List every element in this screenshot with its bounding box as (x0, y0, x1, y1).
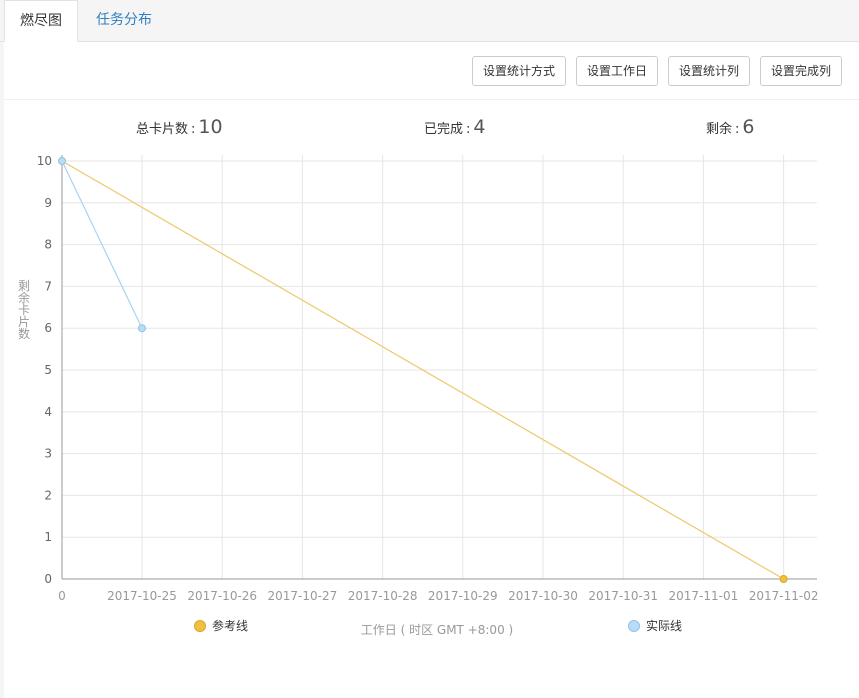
x-tick-label: 2017-10-29 (428, 589, 498, 603)
x-tick-label: 2017-10-28 (348, 589, 418, 603)
y-tick-label: 1 (44, 530, 52, 544)
toolbar: 设置统计方式 设置工作日 设置统计列 设置完成列 (4, 42, 859, 100)
x-tick-label: 2017-10-30 (508, 589, 578, 603)
reference-line (61, 160, 784, 580)
actual-point (138, 324, 146, 333)
x-tick-label: 2017-10-31 (588, 589, 658, 603)
actual-legend-icon (628, 619, 640, 632)
colon: : (466, 122, 471, 137)
x-tick-label: 2017-10-26 (187, 589, 257, 603)
y-axis-label-char: 数 (18, 326, 30, 341)
colon: : (735, 122, 740, 137)
y-axis-label-char: 剩 (18, 279, 30, 293)
y-axis-label-char: 片 (18, 315, 30, 329)
y-tick-label: 9 (44, 196, 52, 210)
tab-bar: 燃尽图 任务分布 (0, 0, 859, 42)
set-stat-method-button[interactable]: 设置统计方式 (472, 56, 566, 86)
completed-stat: 已完成:4 (424, 116, 486, 138)
actual-point (58, 157, 66, 165)
total-cards-value: 10 (198, 116, 223, 138)
y-tick-label: 8 (44, 238, 52, 252)
y-tick-label: 4 (44, 405, 52, 419)
y-tick-label: 6 (44, 321, 52, 335)
y-axis-label-char: 余 (18, 290, 30, 305)
legend-label: 实际线 (646, 619, 683, 633)
y-tick-label: 0 (44, 572, 52, 586)
set-stat-column-button[interactable]: 设置统计列 (668, 56, 750, 86)
y-tick-label: 7 (44, 279, 52, 293)
y-tick-label: 5 (44, 363, 52, 377)
x-tick-label: 2017-11-02 (749, 589, 819, 603)
reference-legend-icon (194, 619, 206, 632)
tab-burndown[interactable]: 燃尽图 (4, 0, 78, 42)
total-cards-stat: 总卡片数:10 (136, 116, 223, 138)
y-axis-label-char: 卡 (18, 303, 30, 317)
y-tick-label: 2 (44, 488, 52, 502)
x-tick-label: 2017-11-01 (669, 589, 739, 603)
completed-label: 已完成 (424, 122, 464, 137)
legend-item-reference[interactable]: 参考线 (194, 617, 248, 634)
series-layer (58, 157, 788, 583)
remaining-stat: 剩余:6 (706, 116, 755, 138)
actual-line (61, 160, 143, 329)
tab-task-distribution[interactable]: 任务分布 (96, 12, 152, 28)
remaining-value: 6 (742, 116, 755, 138)
set-done-column-button[interactable]: 设置完成列 (760, 56, 842, 86)
axes: 0 1 2 3 4 5 6 7 8 9 10 0 2017-10-25 2017-10-26 2017-10… (37, 154, 819, 603)
x-tick-label: 0 (58, 589, 66, 603)
x-tick-label: 2017-10-25 (107, 589, 177, 603)
completed-value: 4 (473, 116, 486, 138)
remaining-label: 剩余 (706, 122, 733, 137)
y-tick-label: 10 (37, 154, 52, 168)
grid (62, 155, 817, 580)
x-axis-label: 工作日 ( 时区 GMT +8:00 ) (361, 623, 513, 637)
set-workday-button[interactable]: 设置工作日 (576, 56, 658, 86)
reference-point (779, 575, 788, 583)
y-tick-label: 3 (44, 447, 52, 461)
legend-item-actual[interactable]: 实际线 (628, 617, 682, 634)
colon: : (191, 122, 196, 137)
x-tick-label: 2017-10-27 (268, 589, 338, 603)
legend-label: 参考线 (212, 619, 249, 633)
total-cards-label: 总卡片数 (136, 122, 189, 137)
